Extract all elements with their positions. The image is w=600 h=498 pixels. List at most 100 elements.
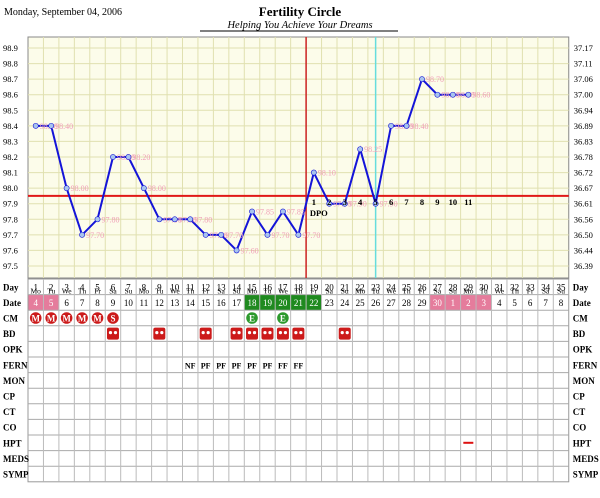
date-number: 26 (371, 298, 381, 308)
temperature-value-label: 98.10 (318, 169, 336, 178)
row-label-right: SYMP (573, 470, 599, 480)
date-number: 1 (451, 298, 456, 308)
dpo-number: 9 (435, 197, 439, 207)
date-highlight-green (259, 294, 276, 311)
y-left-tick-label: 97.8 (3, 214, 18, 224)
dpo-number: 10 (449, 197, 458, 207)
cm-marker-text: E (249, 314, 255, 324)
dpo-number: 2 (327, 197, 331, 207)
row-label-left: CT (3, 407, 16, 417)
temperature-point (32, 122, 39, 129)
temperature-value-label: 97.70 (225, 231, 243, 240)
bd-icon-figure (263, 331, 267, 335)
bd-icon (292, 327, 305, 340)
weekday-label: Su (557, 287, 565, 296)
day-number: 15 (248, 282, 258, 292)
weekday-label: We (170, 287, 180, 296)
day-number: 10 (170, 282, 180, 292)
weekday-label: Tu (480, 287, 488, 296)
day-number: 24 (387, 282, 397, 292)
day-number: 31 (495, 282, 504, 292)
temperature-value-label: 98.40 (55, 122, 73, 131)
date-number: 7 (543, 298, 548, 308)
date-number: 23 (325, 298, 335, 308)
date-number: 20 (278, 298, 288, 308)
date-number: 2 (466, 298, 471, 308)
weekday-label: Fr (94, 287, 101, 296)
day-number: 8 (142, 282, 147, 292)
bd-icon-figure (206, 331, 210, 335)
weekday-label: Mo (355, 287, 366, 296)
cm-marker-text: M (93, 314, 102, 324)
day-number: 19 (309, 282, 319, 292)
bd-icon-figure (278, 331, 283, 335)
day-number: 30 (479, 282, 489, 292)
menses-marker (59, 311, 74, 325)
temperature-point (357, 146, 364, 153)
day-number: 23 (371, 282, 381, 292)
y-right-tick-label: 36.61 (574, 199, 593, 209)
y-right-tick-label: 36.44 (574, 245, 594, 255)
y-right-tick-label: 37.00 (574, 90, 593, 100)
date-number: 17 (232, 298, 242, 308)
weekday-label: Fr (202, 287, 209, 296)
y-left-tick-label: 98.6 (3, 90, 18, 100)
date-number: 9 (111, 298, 116, 308)
cm-marker-text: M (47, 314, 56, 324)
date-number: 22 (309, 298, 318, 308)
temperature-point (140, 185, 147, 192)
y-left-tick-label: 98.4 (3, 121, 19, 131)
y-left-tick-label: 98.1 (3, 168, 18, 178)
row-label-left: Day (3, 282, 19, 292)
day-number: 16 (263, 282, 273, 292)
weekday-label: We (278, 287, 288, 296)
weekday-label: Fr (419, 287, 426, 296)
date-highlight-green (290, 294, 307, 311)
menses-marker (75, 311, 89, 325)
cm-marker-text: M (31, 314, 40, 324)
dpo-number: 1 (312, 197, 316, 207)
date-number: 29 (417, 298, 427, 308)
fern-value: NF (185, 361, 196, 370)
date-highlight-pink (429, 294, 446, 311)
temperature-point (233, 247, 240, 254)
weekday-label: Su (124, 287, 132, 296)
weekday-label: We (386, 287, 396, 296)
day-number: 4 (80, 282, 85, 292)
menses-marker (44, 311, 58, 325)
y-right-tick-label: 36.56 (574, 214, 593, 224)
y-right-tick-label: 36.72 (574, 168, 593, 178)
fern-value: PF (232, 361, 242, 370)
y-left-tick-label: 97.5 (3, 261, 18, 271)
temperature-point (110, 154, 116, 160)
row-label-left: OPK (3, 345, 23, 355)
date-number: 24 (340, 298, 350, 308)
temperature-value-label: 98.70 (426, 75, 444, 84)
y-right-tick-label: 37.11 (574, 59, 593, 69)
y-right-tick-label: 36.39 (574, 261, 593, 271)
weekday-label: Mo (247, 287, 258, 296)
bd-icon (106, 327, 119, 340)
bd-icon-figure (247, 331, 252, 335)
dpo-number: 11 (464, 197, 472, 207)
temperature-point (465, 91, 472, 98)
temperature-point (295, 231, 302, 238)
y-left-tick-label: 97.6 (3, 245, 18, 255)
row-label-right: OPK (573, 345, 593, 355)
day-number: 35 (557, 282, 567, 292)
day-number: 28 (448, 282, 458, 292)
menses-marker (90, 311, 105, 325)
weekday-label: We (494, 287, 504, 296)
day-number: 11 (186, 282, 195, 292)
chart-title: Fertility Circle (259, 4, 342, 19)
row-label-right: FERN (573, 360, 598, 370)
date-highlight-pink (460, 294, 477, 311)
day-number: 22 (356, 282, 365, 292)
weekday-label: We (62, 287, 72, 296)
row-label-right: CT (573, 407, 586, 417)
y-right-tick-label: 36.83 (574, 136, 593, 146)
temperature-point (310, 169, 317, 176)
day-number: 7 (126, 282, 131, 292)
temperature-value-label: 97.70 (271, 231, 289, 240)
day-number: 17 (278, 282, 288, 292)
